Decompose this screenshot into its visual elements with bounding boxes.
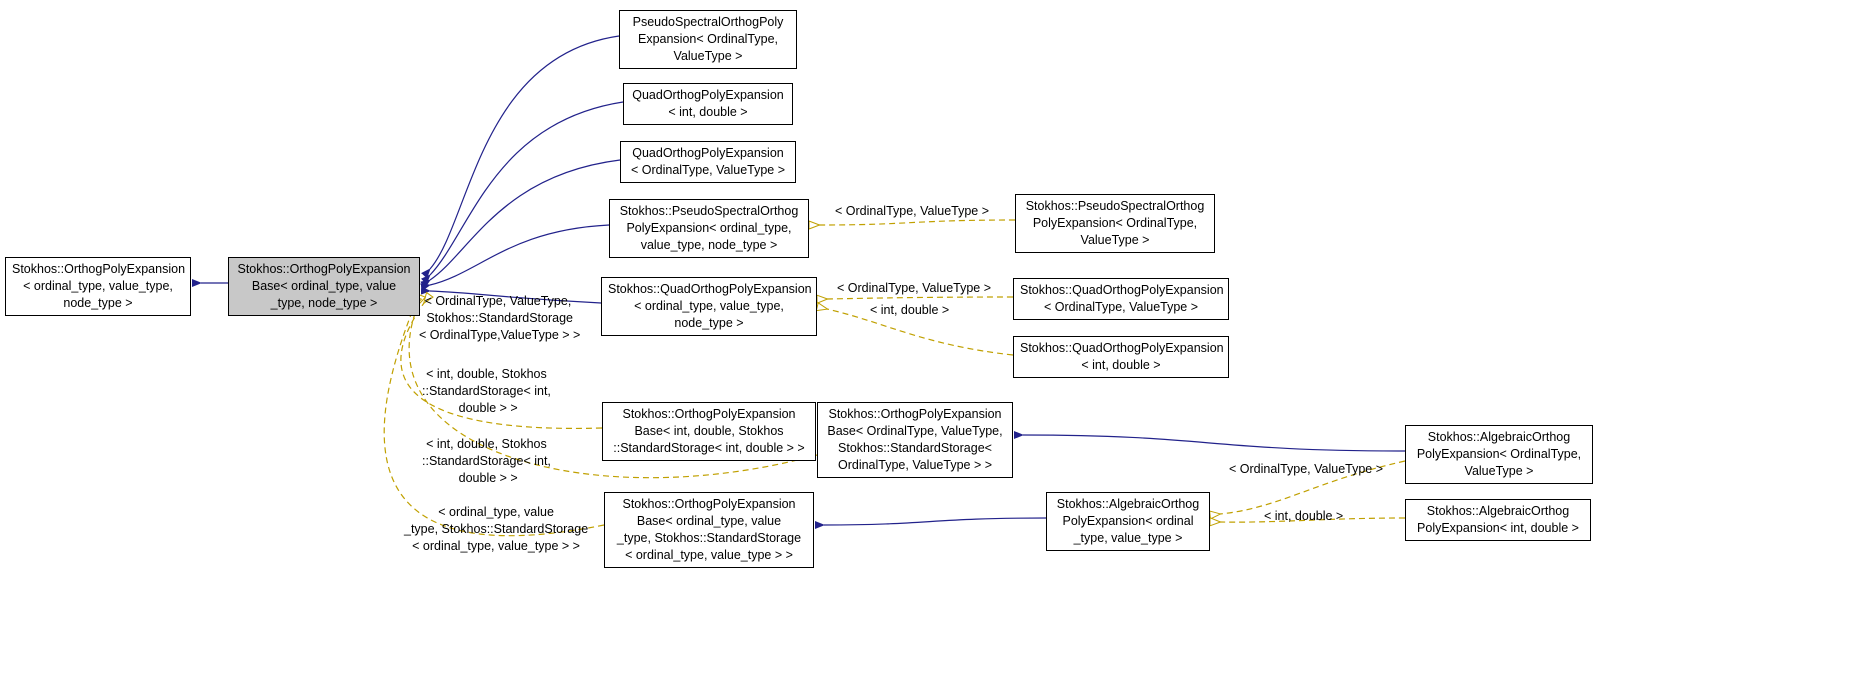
class-node-n_st_pseudo[interactable]: Stokhos::PseudoSpectralOrthogPolyExpansi…	[609, 199, 809, 258]
node-line: Base< int, double, Stokhos	[634, 424, 783, 438]
node-line: PseudoSpectralOrthogPoly	[633, 15, 784, 29]
node-line: Stokhos::AlgebraicOrthog	[1427, 504, 1569, 518]
template-edge	[827, 297, 1013, 299]
node-line: < int, double >	[668, 105, 747, 119]
node-line: Stokhos::OrthogPolyExpansion	[828, 407, 1001, 421]
node-line: Base< ordinal_type, value	[252, 279, 396, 293]
class-node-n_st_algebraic_right1[interactable]: Stokhos::AlgebraicOrthogPolyExpansion< O…	[1405, 425, 1593, 484]
node-line: PolyExpansion< OrdinalType,	[1417, 447, 1581, 461]
node-line: _type, node_type >	[271, 296, 378, 310]
node-line: PolyExpansion< OrdinalType,	[1033, 216, 1197, 230]
class-node-n_st_quad_right1[interactable]: Stokhos::QuadOrthogPolyExpansion< Ordina…	[1013, 278, 1229, 320]
class-node-n_st_pseudo_right[interactable]: Stokhos::PseudoSpectralOrthogPolyExpansi…	[1015, 194, 1215, 253]
node-line: < ordinal_type, value_type,	[23, 279, 173, 293]
class-node-n_base_ord_storage2[interactable]: Stokhos::OrthogPolyExpansionBase< ordina…	[604, 492, 814, 568]
edge-label-l7: < int, double >	[1264, 508, 1343, 525]
template-edge	[819, 220, 1015, 225]
class-node-n_st_algebraic[interactable]: Stokhos::AlgebraicOrthogPolyExpansion< o…	[1046, 492, 1210, 551]
edge-label-l3: < int, double, Stokhos ::StandardStorage…	[422, 366, 551, 417]
node-line: Stokhos::PseudoSpectralOrthog	[1026, 199, 1205, 213]
node-line: OrdinalType, ValueType > >	[838, 458, 992, 472]
node-line: ValueType >	[674, 49, 743, 63]
node-line: QuadOrthogPolyExpansion	[632, 146, 783, 160]
node-line: value_type, node_type >	[641, 238, 778, 252]
node-line: PolyExpansion< int, double >	[1417, 521, 1579, 535]
node-line: node_type >	[63, 296, 132, 310]
node-line: ValueType >	[1081, 233, 1150, 247]
inheritance-edge	[430, 225, 609, 285]
node-line: Stokhos::AlgebraicOrthog	[1057, 497, 1199, 511]
class-node-n_base_ordval_storage[interactable]: Stokhos::OrthogPolyExpansionBase< Ordina…	[817, 402, 1013, 478]
node-line: node_type >	[674, 316, 743, 330]
node-line: ValueType >	[1465, 464, 1534, 478]
node-line: ::StandardStorage< int, double > >	[613, 441, 804, 455]
node-line: < ordinal_type, value_type,	[634, 299, 784, 313]
class-node-n_base[interactable]: Stokhos::OrthogPolyExpansionBase< ordina…	[228, 257, 420, 316]
node-line: Base< OrdinalType, ValueType,	[827, 424, 1002, 438]
node-line: < OrdinalType, ValueType >	[1044, 300, 1198, 314]
inheritance-edge	[824, 518, 1046, 525]
inheritance-edge	[1023, 435, 1405, 451]
edge-label-l2b: < OrdinalType, ValueType >	[837, 280, 991, 297]
node-line: Stokhos::QuadOrthogPolyExpansion	[1020, 341, 1224, 355]
node-line: Stokhos::OrthogPolyExpansion	[12, 262, 185, 276]
class-node-n_st_quad_right2[interactable]: Stokhos::QuadOrthogPolyExpansion< int, d…	[1013, 336, 1229, 378]
edge-label-l2a: < OrdinalType, ValueType, Stokhos::Stand…	[419, 293, 580, 344]
edge-label-l4: < int, double, Stokhos ::StandardStorage…	[422, 436, 551, 487]
edge-layer	[0, 0, 1853, 681]
node-line: < int, double >	[1081, 358, 1160, 372]
class-node-n_base_int_double[interactable]: Stokhos::OrthogPolyExpansionBase< int, d…	[602, 402, 816, 461]
node-line: Stokhos::AlgebraicOrthog	[1428, 430, 1570, 444]
class-node-n_quad_ord_val[interactable]: QuadOrthogPolyExpansion < OrdinalType, Va…	[620, 141, 796, 183]
node-line: Stokhos::OrthogPolyExpansion	[622, 407, 795, 421]
node-line: < ordinal_type, value_type > >	[625, 548, 793, 562]
class-node-n_pseudo_top[interactable]: PseudoSpectralOrthogPoly Expansion< Ordin…	[619, 10, 797, 69]
class-node-n_st_algebraic_right2[interactable]: Stokhos::AlgebraicOrthogPolyExpansion< i…	[1405, 499, 1591, 541]
edge-label-l1: < OrdinalType, ValueType >	[835, 203, 989, 220]
edge-label-l5: < ordinal_type, value _type, Stokhos::St…	[404, 504, 588, 555]
class-node-n_quad_int_double[interactable]: QuadOrthogPolyExpansion < int, double >	[623, 83, 793, 125]
node-line: Stokhos::PseudoSpectralOrthog	[620, 204, 799, 218]
node-line: PolyExpansion< ordinal_type,	[626, 221, 791, 235]
inheritance-edge	[430, 160, 620, 280]
node-line: _type, value_type >	[1074, 531, 1183, 545]
node-line: Stokhos::QuadOrthogPolyExpansion	[1020, 283, 1224, 297]
edge-label-l2c: < int, double >	[870, 302, 949, 319]
node-line: Stokhos::OrthogPolyExpansion	[237, 262, 410, 276]
inheritance-edge	[430, 102, 623, 275]
node-line: Base< ordinal_type, value	[637, 514, 781, 528]
node-line: Stokhos::OrthogPolyExpansion	[622, 497, 795, 511]
node-line: Stokhos::QuadOrthogPolyExpansion	[608, 282, 812, 296]
node-line: Expansion< OrdinalType,	[638, 32, 778, 46]
node-line: PolyExpansion< ordinal	[1063, 514, 1194, 528]
node-line: < OrdinalType, ValueType >	[631, 163, 785, 177]
class-node-n_base_parent[interactable]: Stokhos::OrthogPolyExpansion< ordinal_ty…	[5, 257, 191, 316]
node-line: _type, Stokhos::StandardStorage	[617, 531, 801, 545]
class-node-n_st_quad[interactable]: Stokhos::QuadOrthogPolyExpansion< ordina…	[601, 277, 817, 336]
node-line: QuadOrthogPolyExpansion	[632, 88, 783, 102]
inheritance-edge	[430, 36, 619, 269]
edge-label-l6: < OrdinalType, ValueType >	[1229, 461, 1383, 478]
node-line: Stokhos::StandardStorage<	[838, 441, 992, 455]
